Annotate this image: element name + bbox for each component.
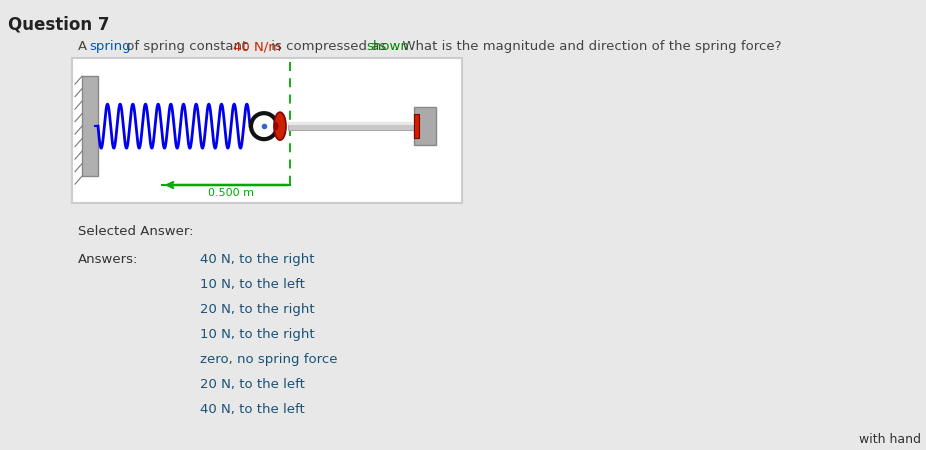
Text: Question 7: Question 7 <box>8 15 109 33</box>
Ellipse shape <box>274 112 286 140</box>
Text: is compressed as: is compressed as <box>267 40 390 53</box>
Text: . What is the magnitude and direction of the spring force?: . What is the magnitude and direction of… <box>394 40 782 53</box>
Bar <box>288 122 414 130</box>
Text: Selected Answer:: Selected Answer: <box>78 225 194 238</box>
Text: 0.500 m: 0.500 m <box>208 188 254 198</box>
Text: spring: spring <box>89 40 131 53</box>
Text: zero, no spring force: zero, no spring force <box>200 353 337 366</box>
Text: of spring constant: of spring constant <box>122 40 252 53</box>
FancyBboxPatch shape <box>72 58 462 203</box>
Text: Answers:: Answers: <box>78 253 138 266</box>
Bar <box>288 122 414 125</box>
Ellipse shape <box>273 122 279 130</box>
Text: 40 N/m: 40 N/m <box>233 40 282 53</box>
Text: 20 N, to the right: 20 N, to the right <box>200 303 315 316</box>
Text: 40 N, to the left: 40 N, to the left <box>200 403 305 416</box>
Text: 10 N, to the right: 10 N, to the right <box>200 328 315 341</box>
Text: shown: shown <box>367 40 409 53</box>
Bar <box>414 107 436 145</box>
Text: A: A <box>78 40 92 53</box>
Text: 40 N, to the right: 40 N, to the right <box>200 253 315 266</box>
Text: 20 N, to the left: 20 N, to the left <box>200 378 305 391</box>
Bar <box>414 114 419 138</box>
Text: with hand: with hand <box>859 433 921 446</box>
Text: 10 N, to the left: 10 N, to the left <box>200 278 305 291</box>
Bar <box>82 76 98 176</box>
